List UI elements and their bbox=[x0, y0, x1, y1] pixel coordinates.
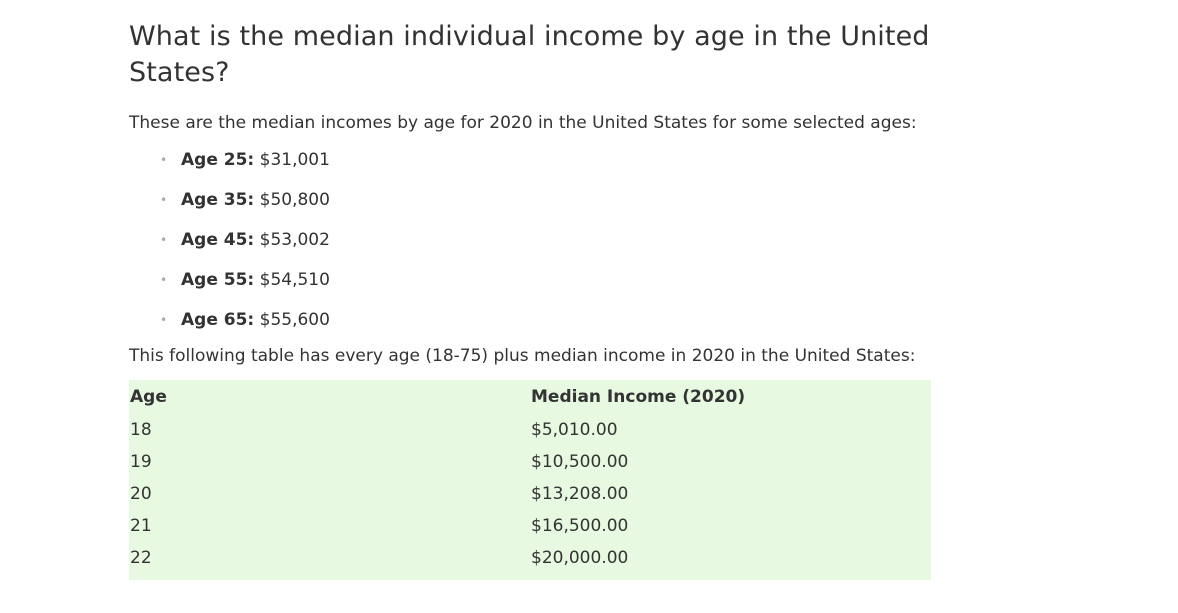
list-item: • Age 25: $31,001 bbox=[160, 148, 931, 188]
article: What is the median individual income by … bbox=[129, 0, 931, 580]
table-intro-paragraph: This following table has every age (18-7… bbox=[129, 346, 916, 366]
bullet-icon: • bbox=[160, 273, 168, 287]
cell-income: $10,500.00 bbox=[531, 452, 629, 472]
cell-income: $20,000.00 bbox=[531, 548, 629, 568]
column-header-income: Median Income (2020) bbox=[531, 387, 746, 407]
list-item-value: $50,800 bbox=[259, 190, 330, 210]
article-heading: What is the median individual income by … bbox=[129, 21, 930, 88]
cell-income: $16,500.00 bbox=[531, 516, 629, 536]
cell-income: $5,010.00 bbox=[531, 420, 618, 440]
list-item-value: $54,510 bbox=[259, 270, 330, 290]
list-item: • Age 35: $50,800 bbox=[160, 188, 931, 228]
bullet-icon: • bbox=[160, 233, 168, 247]
column-header-age: Age bbox=[130, 387, 167, 407]
list-item-label: Age 45: bbox=[181, 230, 255, 250]
list-item-label: Age 55: bbox=[181, 270, 255, 290]
table-row: 20 $13,208.00 bbox=[129, 478, 931, 510]
intro-paragraph: These are the median incomes by age for … bbox=[129, 113, 917, 133]
income-highlights-list: • Age 25: $31,001 • Age 35: $50,800 • Ag… bbox=[129, 148, 931, 348]
cell-age: 21 bbox=[130, 516, 152, 536]
cell-age: 20 bbox=[130, 484, 152, 504]
table-row: 19 $10,500.00 bbox=[129, 446, 931, 478]
list-item-value: $55,600 bbox=[259, 310, 330, 330]
table-row: 21 $16,500.00 bbox=[129, 510, 931, 542]
cell-age: 22 bbox=[130, 548, 152, 568]
list-item-value: $53,002 bbox=[259, 230, 330, 250]
list-item: • Age 45: $53,002 bbox=[160, 228, 931, 268]
list-item-value: $31,001 bbox=[259, 150, 330, 170]
cell-age: 18 bbox=[130, 420, 152, 440]
cell-income: $13,208.00 bbox=[531, 484, 629, 504]
list-item: • Age 65: $55,600 bbox=[160, 308, 931, 348]
list-item-label: Age 65: bbox=[181, 310, 255, 330]
list-item-label: Age 25: bbox=[181, 150, 255, 170]
income-table: Age Median Income (2020) 18 $5,010.00 19… bbox=[129, 380, 931, 580]
list-item: • Age 55: $54,510 bbox=[160, 268, 931, 308]
bullet-icon: • bbox=[160, 153, 168, 167]
bullet-icon: • bbox=[160, 313, 168, 327]
table-header-row: Age Median Income (2020) bbox=[129, 380, 931, 414]
table-row: 18 $5,010.00 bbox=[129, 414, 931, 446]
table-row: 22 $20,000.00 bbox=[129, 542, 931, 574]
bullet-icon: • bbox=[160, 193, 168, 207]
cell-age: 19 bbox=[130, 452, 152, 472]
list-item-label: Age 35: bbox=[181, 190, 255, 210]
